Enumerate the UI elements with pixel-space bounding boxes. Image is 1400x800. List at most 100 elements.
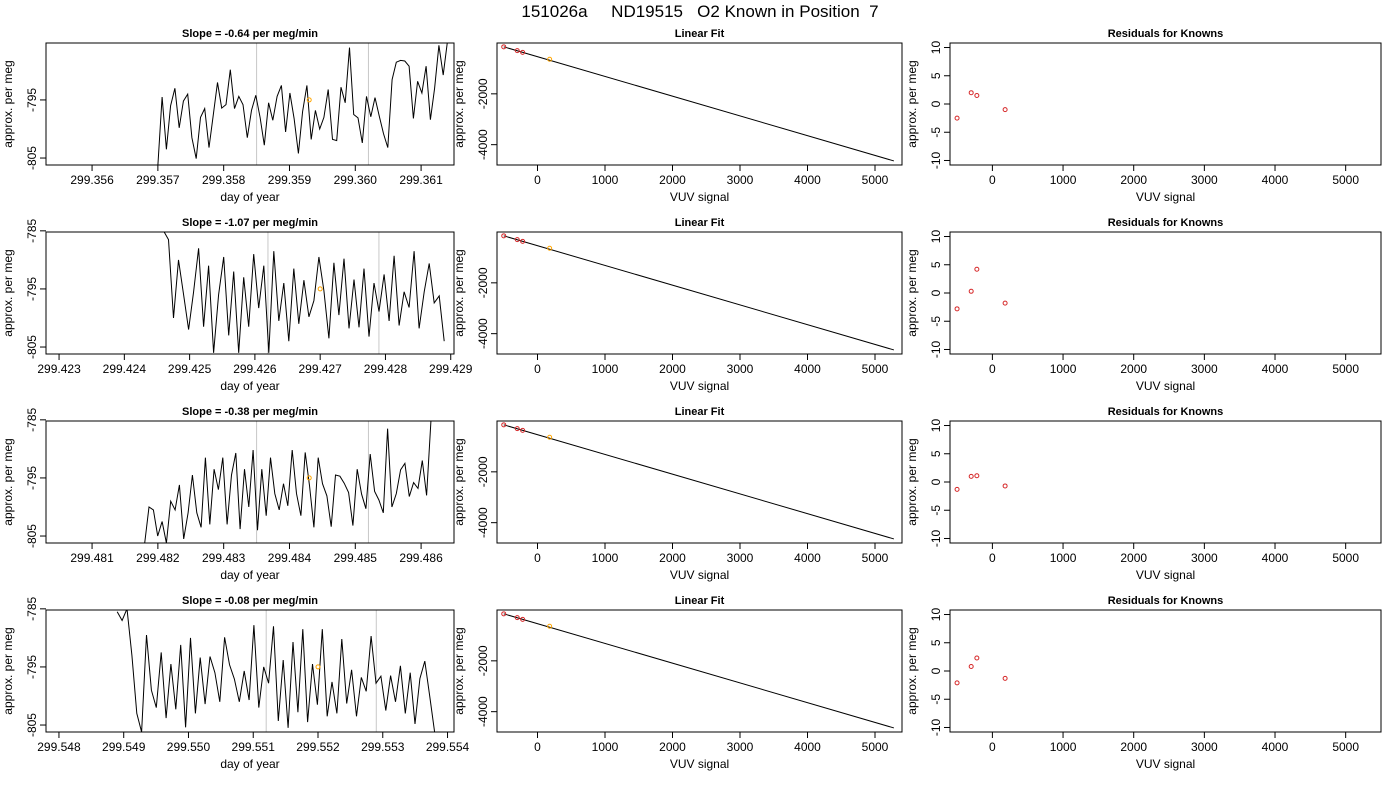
y-tick-label: -2000 <box>476 267 490 298</box>
panel-title: Linear Fit <box>675 595 725 607</box>
y-tick-label: 0 <box>929 289 943 296</box>
plot-frame <box>496 42 903 166</box>
y-axis-label: approx. per meg <box>905 249 919 336</box>
x-axis-label: day of year <box>220 190 279 204</box>
x-tick-label: 3000 <box>727 740 754 754</box>
x-tick-label: 0 <box>989 362 996 376</box>
sample-point <box>547 623 553 629</box>
residual-point <box>968 90 974 96</box>
x-axis-label: VUV signal <box>670 757 729 771</box>
x-tick-label: 299.548 <box>37 740 81 754</box>
y-axis-label: approx. per meg <box>1 60 15 147</box>
y-tick-label: 10 <box>929 41 943 55</box>
y-tick-label: -5 <box>929 127 943 138</box>
x-tick-label: 299.551 <box>232 740 276 754</box>
residual-point <box>974 473 980 479</box>
x-tick-label: 299.554 <box>426 740 470 754</box>
y-tick-label: -10 <box>929 718 943 736</box>
x-tick-label: 299.357 <box>136 173 180 187</box>
x-tick-label: 5000 <box>862 173 889 187</box>
x-tick-label: 299.423 <box>37 362 81 376</box>
y-tick-label: 10 <box>929 608 943 622</box>
fit-line <box>503 613 895 729</box>
sample-point <box>306 475 312 481</box>
y-tick-label: -4000 <box>476 129 490 160</box>
x-tick-label: 299.553 <box>361 740 405 754</box>
x-tick-label: 299.481 <box>70 551 114 565</box>
known-point <box>501 611 507 617</box>
plot-frame <box>949 420 1382 544</box>
known-point <box>501 233 507 239</box>
data-trace <box>144 421 432 543</box>
x-tick-label: 299.485 <box>334 551 378 565</box>
known-point <box>501 422 507 428</box>
x-tick-label: 3000 <box>727 362 754 376</box>
x-tick-label: 2000 <box>659 551 686 565</box>
x-tick-label: 5000 <box>1332 740 1359 754</box>
x-tick-label: 5000 <box>1332 362 1359 376</box>
x-axis-label: VUV signal <box>1136 379 1195 393</box>
x-tick-label: 2000 <box>1120 173 1147 187</box>
y-tick-label: -2000 <box>476 645 490 676</box>
known-point <box>520 616 526 622</box>
x-tick-label: 1000 <box>1050 362 1077 376</box>
known-point <box>514 615 520 621</box>
y-tick-label: -785 <box>25 219 39 243</box>
residual-point <box>954 486 960 492</box>
x-tick-label: 1000 <box>592 173 619 187</box>
x-tick-label: 299.425 <box>168 362 212 376</box>
panel-1-3: Residuals for Knowns VUV signal approx. pe… <box>905 28 1382 204</box>
y-tick-label: -5 <box>929 694 943 705</box>
x-tick-label: 1000 <box>592 740 619 754</box>
panel-4-1: Slope = -0.08 per meg/min day of year appr… <box>1 595 470 771</box>
x-tick-label: 0 <box>534 173 541 187</box>
y-tick-label: -795 <box>25 466 39 490</box>
x-tick-label: 1000 <box>1050 173 1077 187</box>
x-tick-label: 299.552 <box>296 740 340 754</box>
x-tick-label: 299.428 <box>364 362 408 376</box>
x-tick-label: 5000 <box>862 362 889 376</box>
plot-frame <box>496 609 903 733</box>
panel-title: Residuals for Knowns <box>1108 406 1224 418</box>
x-axis-label: VUV signal <box>670 379 729 393</box>
y-tick-label: -795 <box>25 88 39 112</box>
sample-point <box>547 434 553 440</box>
y-tick-label: 5 <box>929 639 943 646</box>
y-tick-label: -785 <box>25 597 39 621</box>
x-tick-label: 299.358 <box>202 173 246 187</box>
panel-4-2: Linear Fit VUV signal approx. per meg 0 1000… <box>452 595 903 771</box>
x-tick-label: 3000 <box>1191 173 1218 187</box>
panel-2-2: Linear Fit VUV signal approx. per meg 0 1000… <box>452 217 903 393</box>
x-tick-label: 1000 <box>1050 740 1077 754</box>
y-tick-label: -795 <box>25 277 39 301</box>
residual-point <box>1002 483 1008 489</box>
x-axis-label: VUV signal <box>1136 190 1195 204</box>
known-point <box>501 44 507 50</box>
y-axis-label: approx. per meg <box>452 60 466 147</box>
y-tick-label: 10 <box>929 230 943 244</box>
y-tick-label: -805 <box>25 335 39 359</box>
x-tick-label: 0 <box>989 740 996 754</box>
residual-point <box>968 473 974 479</box>
panel-3-3: Residuals for Knowns VUV signal approx. pe… <box>905 406 1382 582</box>
y-axis-label: approx. per meg <box>905 627 919 714</box>
x-tick-label: 3000 <box>1191 551 1218 565</box>
x-tick-label: 3000 <box>1191 740 1218 754</box>
plot-frame <box>496 231 903 355</box>
y-tick-label: -5 <box>929 505 943 516</box>
x-axis-label: VUV signal <box>1136 568 1195 582</box>
x-tick-label: 4000 <box>794 551 821 565</box>
y-tick-label: -10 <box>929 529 943 547</box>
y-tick-label: -10 <box>929 340 943 358</box>
y-tick-label: -4000 <box>476 696 490 727</box>
plot-frame <box>45 609 455 733</box>
panel-title: Slope = -1.07 per meg/min <box>182 217 318 229</box>
panel-2-3: Residuals for Knowns VUV signal approx. pe… <box>905 217 1382 393</box>
x-tick-label: 299.356 <box>70 173 114 187</box>
known-point <box>520 49 526 55</box>
x-tick-label: 5000 <box>862 551 889 565</box>
x-tick-label: 299.426 <box>233 362 277 376</box>
x-tick-label: 4000 <box>794 173 821 187</box>
panel-4-3: Residuals for Knowns VUV signal approx. pe… <box>905 595 1382 771</box>
y-tick-label: 0 <box>929 478 943 485</box>
